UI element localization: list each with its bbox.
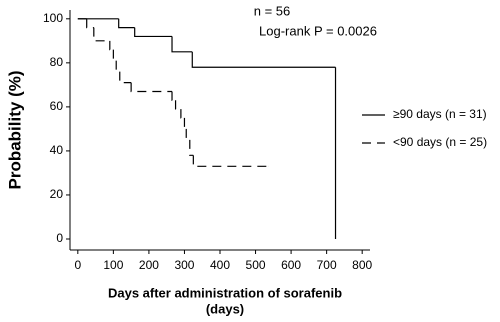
survival-step — [118, 18, 135, 29]
survival-step — [191, 51, 336, 68]
survival-step — [86, 18, 94, 29]
x-axis-label: Days after administration of sorafenib — [108, 285, 342, 300]
survival-step — [174, 100, 181, 110]
survival-step — [115, 60, 120, 73]
survival-step — [112, 49, 117, 62]
survival-step — [171, 36, 193, 53]
survival-step — [189, 139, 194, 156]
legend-label: <90 days (n = 25) — [393, 135, 487, 149]
y-tick-label: 100 — [43, 11, 63, 25]
annotation: Log-rank P = 0.0026 — [259, 23, 377, 38]
y-tick-label: 80 — [50, 55, 64, 69]
x-tick-label: 300 — [174, 258, 194, 272]
survival-step — [93, 27, 110, 42]
survival-step — [109, 40, 114, 51]
survival-step — [180, 109, 185, 119]
survival-step — [130, 82, 173, 93]
x-tick-label: 500 — [246, 258, 266, 272]
x-tick-label: 0 — [74, 258, 81, 272]
survival-step — [134, 27, 173, 38]
survival-step — [192, 155, 268, 167]
x-tick-label: 200 — [139, 258, 159, 272]
x-tick-label: 400 — [210, 258, 230, 272]
legend-label: ≥90 days (n = 31) — [393, 107, 487, 121]
x-tick-label: 700 — [317, 258, 337, 272]
y-tick-label: 40 — [50, 143, 64, 157]
survival-step — [185, 128, 190, 141]
x-tick-label: 600 — [281, 258, 301, 272]
y-tick-label: 0 — [56, 231, 63, 245]
survival-step — [119, 71, 132, 84]
survival-step — [183, 117, 187, 130]
x-tick-label: 800 — [352, 258, 372, 272]
y-tick-label: 60 — [50, 99, 64, 113]
x-tick-label: 100 — [103, 258, 123, 272]
annotation: n = 56 — [254, 3, 291, 18]
x-axis-label: (days) — [206, 301, 244, 316]
survival-step — [171, 91, 176, 101]
y-tick-label: 20 — [50, 187, 64, 201]
y-axis-label: Probability (%) — [5, 70, 24, 189]
